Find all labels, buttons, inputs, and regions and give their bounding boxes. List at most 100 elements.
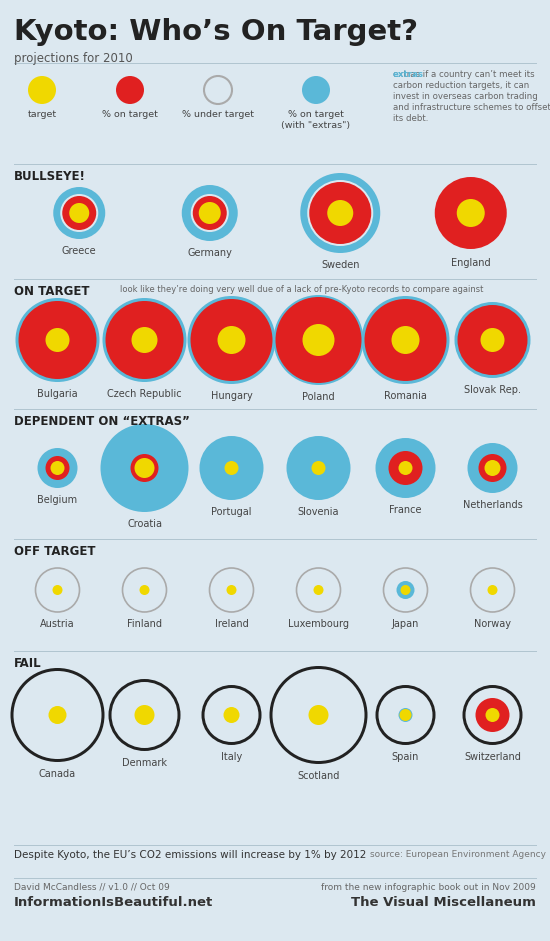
Circle shape	[302, 324, 334, 356]
Circle shape	[456, 199, 485, 227]
Text: Slovak Rep.: Slovak Rep.	[464, 385, 521, 395]
Text: Ireland: Ireland	[214, 619, 249, 629]
Circle shape	[399, 709, 411, 721]
Circle shape	[478, 454, 507, 482]
Text: Sweden: Sweden	[321, 260, 360, 270]
Circle shape	[51, 461, 64, 475]
Text: % on target: % on target	[102, 110, 158, 119]
Circle shape	[399, 708, 412, 722]
Text: Bulgaria: Bulgaria	[37, 389, 78, 399]
Text: Kyoto: Who’s On Target?: Kyoto: Who’s On Target?	[14, 18, 418, 46]
Circle shape	[224, 461, 239, 475]
Circle shape	[69, 203, 89, 223]
Circle shape	[307, 180, 373, 246]
Text: BULLSEYE!: BULLSEYE!	[14, 170, 86, 183]
Circle shape	[270, 666, 367, 764]
Circle shape	[309, 182, 371, 244]
Text: source: European Environment Agency: source: European Environment Agency	[370, 850, 546, 859]
Text: from the new infographic book out in Nov 2009: from the new infographic book out in Nov…	[321, 883, 536, 892]
Circle shape	[227, 585, 236, 595]
Circle shape	[470, 568, 514, 612]
Text: The Visual Miscellaneum: The Visual Miscellaneum	[351, 896, 536, 909]
Circle shape	[191, 194, 229, 232]
Circle shape	[19, 301, 96, 379]
Circle shape	[361, 296, 449, 384]
Text: % on target
(with "extras"): % on target (with "extras")	[282, 110, 350, 130]
Circle shape	[311, 461, 326, 475]
Circle shape	[28, 76, 56, 104]
Circle shape	[15, 298, 100, 382]
Circle shape	[190, 299, 272, 381]
Circle shape	[485, 460, 500, 476]
Circle shape	[300, 173, 380, 253]
Circle shape	[400, 585, 410, 595]
Text: projections for 2010: projections for 2010	[14, 52, 133, 65]
Text: Norway: Norway	[474, 619, 511, 629]
Text: look like they’re doing very well due of a lack of pre-Kyoto records to compare : look like they’re doing very well due of…	[120, 285, 483, 294]
Text: Portugal: Portugal	[211, 507, 252, 517]
Circle shape	[205, 688, 258, 742]
Text: Poland: Poland	[302, 392, 335, 402]
Circle shape	[228, 465, 234, 471]
Text: Scotland: Scotland	[298, 771, 340, 781]
Circle shape	[365, 299, 447, 381]
Circle shape	[102, 298, 186, 382]
Text: extras if a country can’t meet its
carbon reduction targets, it can
invest in ov: extras if a country can’t meet its carbo…	[393, 70, 550, 123]
Circle shape	[399, 461, 412, 475]
Circle shape	[378, 688, 432, 742]
Circle shape	[397, 581, 415, 599]
Circle shape	[465, 688, 520, 742]
Circle shape	[458, 305, 527, 375]
Circle shape	[131, 327, 157, 353]
Circle shape	[486, 708, 499, 722]
Circle shape	[48, 706, 67, 724]
Circle shape	[188, 296, 276, 384]
Circle shape	[112, 682, 178, 748]
Circle shape	[106, 301, 184, 379]
Text: Germany: Germany	[188, 248, 232, 258]
Circle shape	[316, 465, 322, 471]
Circle shape	[476, 698, 509, 732]
Text: France: France	[389, 505, 422, 515]
Circle shape	[273, 295, 364, 385]
Circle shape	[327, 200, 353, 226]
Circle shape	[123, 568, 167, 612]
Text: Switzerland: Switzerland	[464, 752, 521, 762]
Circle shape	[468, 443, 518, 493]
Circle shape	[463, 685, 522, 745]
Circle shape	[309, 705, 328, 725]
Circle shape	[314, 585, 323, 595]
Circle shape	[37, 448, 78, 488]
Text: Luxembourg: Luxembourg	[288, 619, 349, 629]
Text: Czech Republic: Czech Republic	[107, 389, 182, 399]
Text: InformationIsBeautiful.net: InformationIsBeautiful.net	[14, 896, 213, 909]
Circle shape	[46, 456, 69, 480]
Circle shape	[116, 76, 144, 104]
Circle shape	[392, 326, 420, 354]
Text: Hungary: Hungary	[211, 391, 252, 401]
Text: % under target: % under target	[182, 110, 254, 119]
Circle shape	[10, 668, 105, 762]
Circle shape	[434, 177, 507, 249]
Text: target: target	[28, 110, 57, 119]
Circle shape	[433, 175, 509, 251]
Circle shape	[210, 568, 254, 612]
Circle shape	[62, 196, 96, 230]
Circle shape	[130, 454, 158, 482]
Circle shape	[217, 326, 245, 354]
Circle shape	[388, 451, 422, 485]
Circle shape	[52, 585, 63, 595]
Circle shape	[376, 438, 436, 498]
Text: Slovenia: Slovenia	[298, 507, 339, 517]
Circle shape	[487, 585, 498, 595]
Text: DEPENDENT ON “EXTRAS”: DEPENDENT ON “EXTRAS”	[14, 415, 190, 428]
Text: ON TARGET: ON TARGET	[14, 285, 90, 298]
Text: Despite Kyoto, the EU’s CO2 emissions will increase by 1% by 2012: Despite Kyoto, the EU’s CO2 emissions wi…	[14, 850, 366, 860]
Circle shape	[296, 568, 340, 612]
Text: FAIL: FAIL	[14, 657, 42, 670]
Text: extras: extras	[393, 70, 424, 79]
Circle shape	[287, 436, 350, 500]
Circle shape	[140, 585, 150, 595]
Text: Italy: Italy	[221, 752, 242, 762]
Text: Spain: Spain	[392, 752, 419, 762]
